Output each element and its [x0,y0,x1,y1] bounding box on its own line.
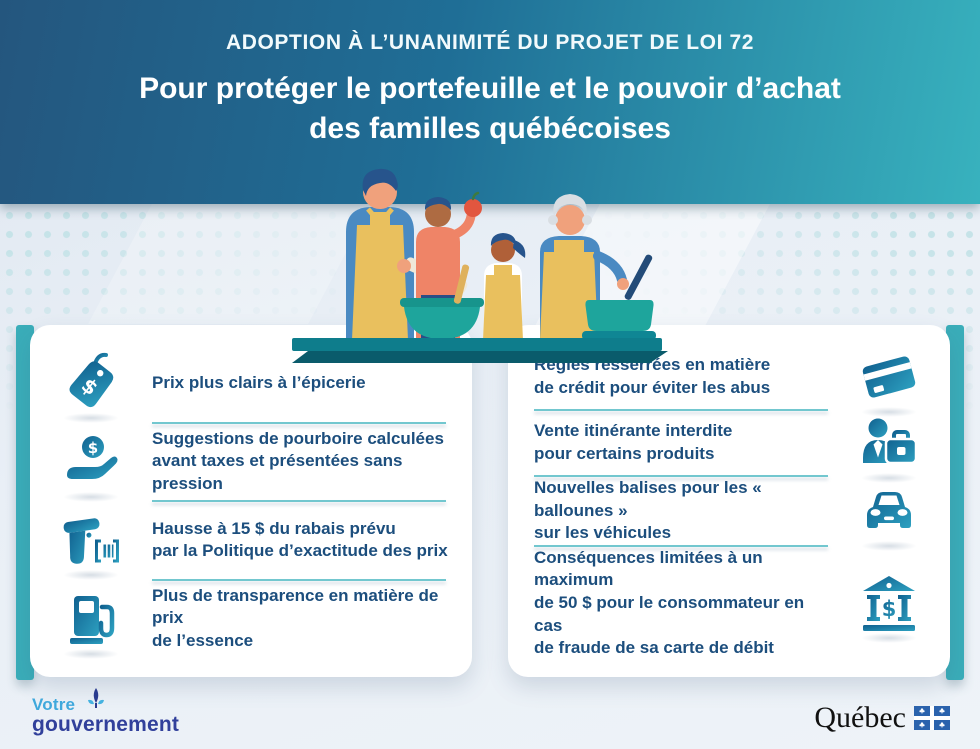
list-item: $ Prix plus clairs à l’épicerie [30,345,472,424]
list-item: Hausse à 15 $ du rabais prévu par la Pol… [30,502,472,581]
item-text: Hausse à 15 $ du rabais prévu par la Pol… [152,518,448,561]
votre-gouvernement-logo: Votre gouvernement [32,687,179,735]
item-text: Plus de transparence en matière de prix … [152,585,439,651]
item-text: Vente itinérante interdite pour certains… [534,421,733,463]
item-text: Conséquences limitées à un maximum de 50… [534,547,805,658]
list-item: Conséquences limitées à un maximum de 50… [508,547,950,660]
gov-logo-line1: Votre [32,695,76,714]
svg-text:$: $ [882,597,897,621]
page-title: Pour protéger le portefeuille et le pouv… [139,72,841,145]
divider [152,578,446,581]
divider [152,421,446,424]
divider [534,475,828,477]
header-kicker: ADOPTION À L’UNANIMITÉ DU PROJET DE LOI … [225,31,755,54]
car-icon [857,479,921,551]
item-text: Suggestions de pourboire calculées avant… [152,428,444,494]
price-tag-icon: $ [59,351,123,424]
gas-pump-icon [59,587,123,659]
credit-card-icon [857,345,921,417]
list-item: $ Suggestions de pourboire calculées ava… [30,424,472,502]
gov-logo-line2: gouvernement [32,713,180,736]
svg-text:$: $ [88,439,98,457]
right-card-accent-bar [946,325,964,680]
price-scanner-icon [59,508,123,581]
tip-suggestion-icon: $ [59,430,123,502]
item-text: Prix plus clairs à l’épicerie [152,372,366,392]
illustration-family-cooking [288,160,672,366]
bank-icon: $ [857,571,921,644]
list-item: Nouvelles balises pour les « ballounes »… [508,477,950,551]
divider [534,409,828,411]
divider [534,544,828,547]
left-card: $ Prix plus clairs à l’épicerie $ Sugges… [16,325,472,680]
item-text: Nouvelles balises pour les « ballounes »… [534,478,762,543]
quebec-flag-icon [914,706,950,730]
itinerant-seller-icon [857,411,921,483]
fleur-de-lis-icon [88,688,105,708]
quebec-logo: Québec [814,701,950,735]
quebec-wordmark: Québec [814,701,906,734]
footer: Votre gouvernement Québec [0,687,980,749]
left-card-accent-bar [16,325,34,680]
list-item: Plus de transparence en matière de prix … [30,581,472,659]
divider [152,500,446,502]
header-banner: ADOPTION À L’UNANIMITÉ DU PROJET DE LOI … [0,0,980,204]
right-card: Règles resserrées en matière de crédit p… [508,325,964,680]
list-item: Vente itinérante interdite pour certains… [508,411,950,483]
